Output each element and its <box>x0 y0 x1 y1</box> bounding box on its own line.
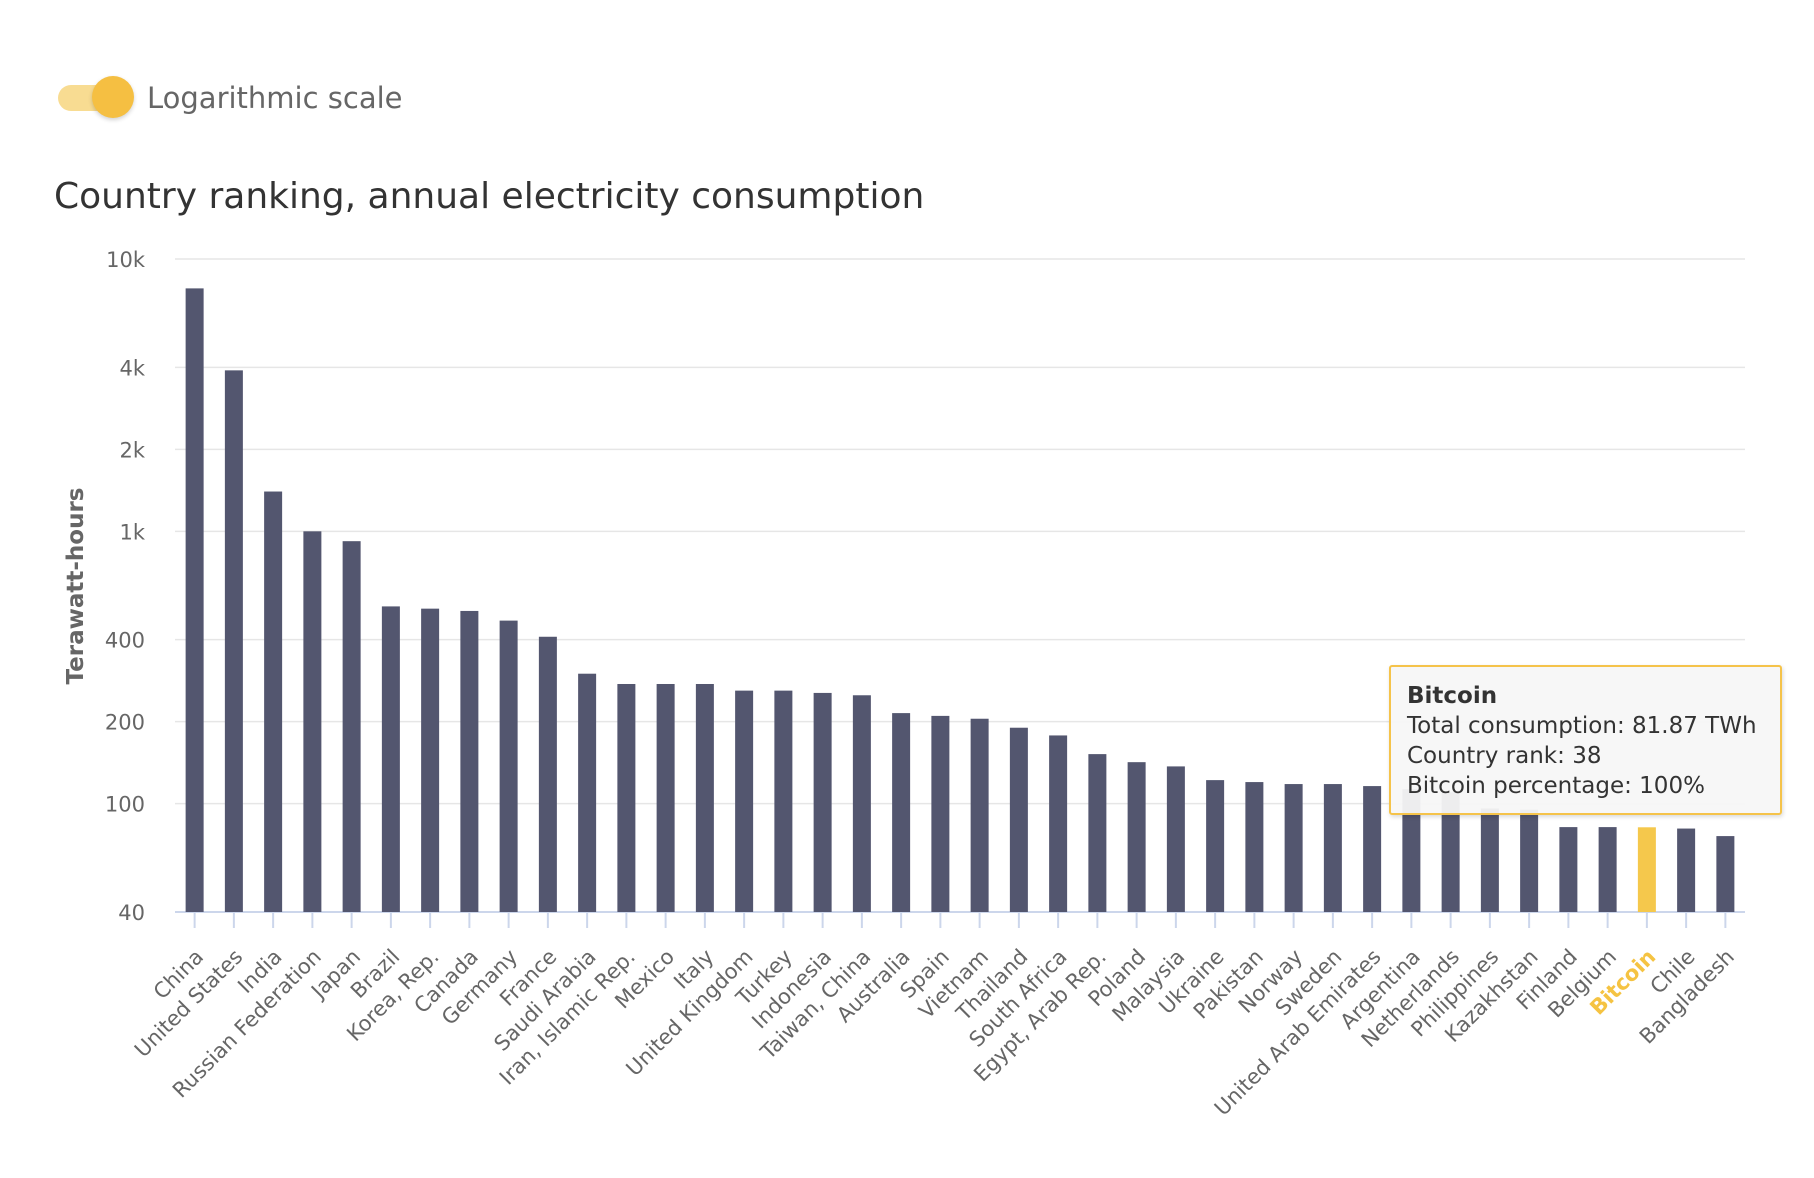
y-tick-label: 100 <box>105 793 145 817</box>
y-tick-label: 2k <box>119 438 145 462</box>
y-tick-label: 10k <box>106 248 146 272</box>
bar-united-kingdom[interactable] <box>735 690 754 912</box>
bar-kazakhstan[interactable] <box>1520 809 1539 912</box>
bar-vietnam[interactable] <box>970 718 989 912</box>
bar-norway[interactable] <box>1284 784 1303 912</box>
tooltip-total-consumption: Total consumption: 81.87 TWh <box>1407 713 1757 739</box>
bar-indonesia[interactable] <box>813 692 832 912</box>
tooltip-bitcoin-percentage: Bitcoin percentage: 100% <box>1407 773 1705 799</box>
bar-south-africa[interactable] <box>1049 735 1068 912</box>
bar-taiwan-china[interactable] <box>852 695 871 912</box>
bar-australia[interactable] <box>892 713 911 912</box>
bar-netherlands[interactable] <box>1441 792 1460 912</box>
bar-turkey[interactable] <box>774 690 793 912</box>
y-tick-label: 400 <box>105 629 145 653</box>
bar-sweden[interactable] <box>1323 784 1342 912</box>
y-tick-label: 1k <box>119 520 145 544</box>
chart-tooltip: Bitcoin Total consumption: 81.87 TWh Cou… <box>1389 665 1782 815</box>
bar-korea-rep[interactable] <box>421 608 440 912</box>
bar-belgium[interactable] <box>1598 827 1617 912</box>
bar-china[interactable] <box>185 288 204 912</box>
bar-bitcoin[interactable] <box>1637 827 1656 912</box>
toggle-knob[interactable] <box>92 76 134 118</box>
bar-united-arab-emirates[interactable] <box>1363 786 1382 912</box>
bar-thailand[interactable] <box>1009 727 1028 912</box>
bar-france[interactable] <box>538 636 557 912</box>
bar-pakistan[interactable] <box>1245 782 1264 912</box>
bar-japan[interactable] <box>342 541 361 912</box>
bar-chile[interactable] <box>1677 828 1696 912</box>
log-scale-label: Logarithmic scale <box>147 81 403 115</box>
tooltip-country-rank: Country rank: 38 <box>1407 743 1602 769</box>
bar-malaysia[interactable] <box>1166 766 1185 912</box>
tooltip-title: Bitcoin <box>1407 683 1498 709</box>
bar-india[interactable] <box>264 491 283 912</box>
bar-mexico[interactable] <box>656 683 675 912</box>
bar-brazil[interactable] <box>381 606 400 912</box>
chart-title: Country ranking, annual electricity cons… <box>54 176 925 217</box>
bar-poland[interactable] <box>1127 762 1146 912</box>
bar-united-states[interactable] <box>224 370 243 912</box>
bar-saudi-arabia[interactable] <box>578 673 597 912</box>
bar-iran-islamic-rep[interactable] <box>617 683 636 912</box>
y-tick-label: 40 <box>118 901 145 925</box>
y-tick-label: 4k <box>119 356 145 380</box>
log-scale-toggle[interactable] <box>58 76 138 120</box>
bar-italy[interactable] <box>695 683 714 912</box>
bar-ukraine[interactable] <box>1206 780 1225 912</box>
bar-spain[interactable] <box>931 715 950 912</box>
bar-finland[interactable] <box>1559 827 1578 912</box>
y-tick-label: 200 <box>105 711 145 735</box>
y-axis-title: Terawatt-hours <box>63 488 89 685</box>
bar-argentina[interactable] <box>1402 789 1421 912</box>
bar-bangladesh[interactable] <box>1716 836 1735 912</box>
bar-canada[interactable] <box>460 610 479 912</box>
bar-egypt-arab-rep[interactable] <box>1088 754 1107 912</box>
bar-russian-federation[interactable] <box>303 531 322 912</box>
bar-philippines[interactable] <box>1480 808 1499 912</box>
bar-germany[interactable] <box>499 620 518 912</box>
